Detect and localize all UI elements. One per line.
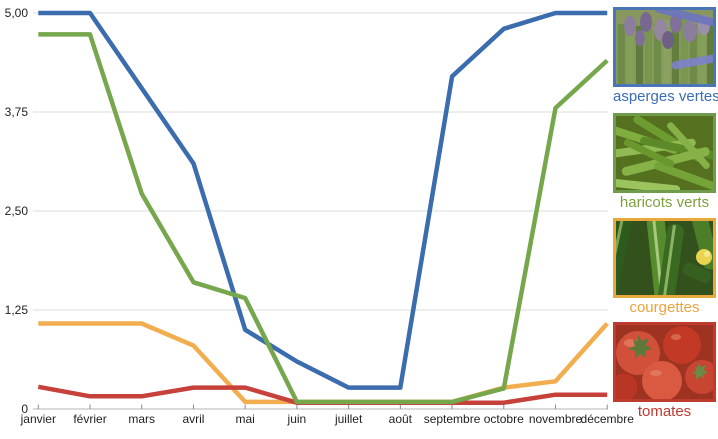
line-haricots-verts	[38, 32, 609, 405]
legend-entry-asperges-vertes[interactable]: asperges vertes	[613, 7, 718, 105]
tomatoes	[616, 326, 713, 399]
x-axis-label-février: février	[73, 412, 106, 426]
x-axis-label-octobre: octobre	[484, 412, 524, 426]
x-axis-label-janvier: janvier	[20, 412, 56, 426]
x-axis-label-septembre: septembre	[424, 412, 481, 426]
zucchini-photo[interactable]	[613, 218, 716, 298]
legend-label-tomates[interactable]: tomates	[637, 403, 692, 420]
y-tick-label: 3,75	[5, 105, 29, 119]
green-beans	[616, 116, 713, 190]
y-tick-label: 1,25	[5, 303, 29, 317]
asparagus-stalks	[618, 18, 713, 84]
x-axis-label-juillet: juillet	[334, 412, 363, 426]
y-tick-label: 2,50	[5, 204, 29, 218]
y-tick-label: 5,00	[5, 6, 29, 20]
x-axis-label-mars: mars	[128, 412, 155, 426]
legend-label-asperges-vertes[interactable]: asperges vertes	[613, 88, 718, 105]
x-axis-label-juin: juin	[287, 412, 307, 426]
asparagus-bands	[654, 10, 713, 70]
legend-entry-tomates[interactable]: tomates	[613, 322, 716, 420]
y-tick-label: 0	[21, 402, 28, 416]
asparagus-tips	[624, 12, 710, 49]
x-axis-label-novembre: novembre	[529, 412, 583, 426]
chart-legend: asperges vertes	[612, 0, 718, 439]
x-axis-label-mai: mai	[236, 412, 255, 426]
legend-label-courgettes[interactable]: courgettes	[629, 299, 700, 316]
line-courgettes	[38, 321, 609, 405]
asparagus-photo[interactable]	[613, 7, 716, 87]
x-axis-label-août: août	[389, 412, 413, 426]
zucchinis	[616, 221, 713, 295]
green-beans-photo[interactable]	[613, 113, 716, 193]
x-axis-label-avril: avril	[182, 412, 204, 426]
legend-entry-courgettes[interactable]: courgettes	[613, 218, 716, 316]
x-axis-label-décembre: décembre	[581, 412, 635, 426]
tomatoes-photo[interactable]	[613, 322, 716, 402]
legend-label-haricots-verts[interactable]: haricots verts	[619, 194, 710, 211]
line-asperges-vertes	[38, 10, 608, 390]
legend-entry-haricots-verts[interactable]: haricots verts	[613, 113, 716, 211]
